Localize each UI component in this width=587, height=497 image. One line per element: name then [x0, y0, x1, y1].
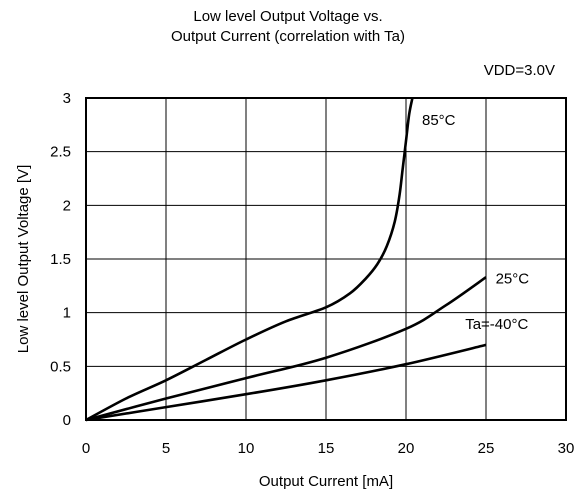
- tick-labels: 0 5 10 15 20 25 30 0 0.5 1 1.5 2 2.5 3: [50, 90, 574, 457]
- chart-title-line-2: Output Current (correlation with Ta): [171, 28, 405, 45]
- series-label-2: Ta=-40°C: [465, 316, 528, 333]
- y-tick-label: 2.5: [50, 144, 71, 161]
- x-tick-label: 25: [478, 440, 495, 457]
- series-lines: [85, 97, 487, 422]
- series-label-1: 25°C: [496, 271, 530, 288]
- x-tick-label: 0: [82, 440, 90, 457]
- x-tick-label: 5: [162, 440, 170, 457]
- y-tick-label: 0.5: [50, 358, 71, 375]
- grid: [86, 98, 566, 420]
- x-tick-label: 10: [238, 440, 255, 457]
- y-tick-label: 0: [63, 412, 71, 429]
- chart-title-line-1: Low level Output Voltage vs.: [193, 8, 383, 25]
- series-labels: 85°C 25°C Ta=-40°C: [422, 112, 529, 333]
- condition-label: VDD=3.0V: [483, 62, 555, 79]
- x-tick-label: 30: [558, 440, 575, 457]
- plot-frame: [85, 97, 567, 421]
- y-tick-label: 2: [63, 197, 71, 214]
- series-line-2: [85, 343, 487, 422]
- y-tick-label: 1: [63, 305, 71, 322]
- y-tick-label: 1.5: [50, 251, 71, 268]
- series-label-0: 85°C: [422, 112, 456, 129]
- x-axis-label: Output Current [mA]: [259, 473, 393, 490]
- series-line-1: [85, 276, 487, 422]
- x-tick-label: 20: [398, 440, 415, 457]
- y-axis-label: Low level Output Voltage [V]: [15, 165, 32, 353]
- y-tick-label: 3: [63, 90, 71, 107]
- x-tick-label: 15: [318, 440, 335, 457]
- series-line-0: [85, 97, 414, 422]
